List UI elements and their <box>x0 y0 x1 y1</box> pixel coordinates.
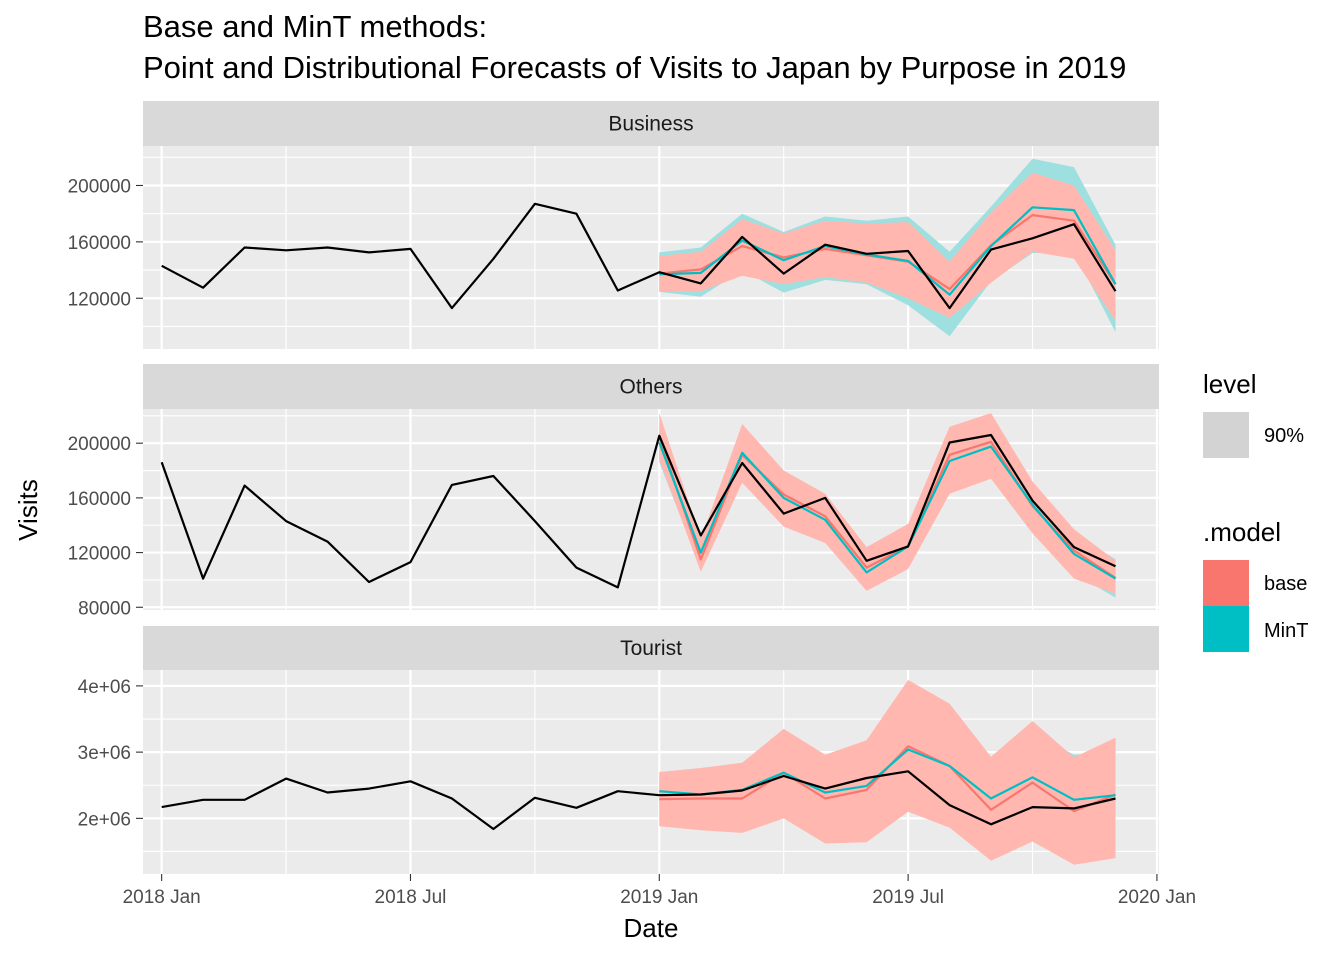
y-tick-label: 200000 <box>68 434 131 455</box>
y-axis-title: Visits <box>13 479 43 541</box>
facet-strip-tourist <box>143 626 1159 670</box>
actual-visits-line <box>160 433 1116 589</box>
x-axis-title: Date <box>624 913 679 943</box>
panel-business: Business 120000 160000 200000 <box>68 101 1159 349</box>
facet-strip-others <box>143 364 1159 409</box>
facet-strip-business <box>143 101 1159 146</box>
y-tick-label: 160000 <box>68 489 131 510</box>
chart-title-line-2: Point and Distributional Forecasts of Vi… <box>143 50 1126 85</box>
x-tick-label: 2019 Jan <box>620 887 698 908</box>
y-tick-label: 200000 <box>68 176 131 197</box>
x-tick-label: 2019 Jul <box>872 887 944 908</box>
legend-base-label: base <box>1264 573 1307 595</box>
legend-model-title: .model <box>1203 517 1281 547</box>
x-tick-label: 2018 Jul <box>375 887 447 908</box>
legend-level-key <box>1203 412 1249 458</box>
y-tick-label: 160000 <box>68 233 131 254</box>
x-axis: 2018 Jan 2018 Jul 2019 Jan 2019 Jul 2020 Jan <box>123 874 1196 908</box>
actual-visits-line <box>161 202 1117 310</box>
legend-mint-key <box>1203 606 1249 652</box>
base-interval-band <box>659 172 1116 321</box>
legend-mint-label: MinT <box>1264 620 1308 642</box>
x-tick-label: 2020 Jan <box>1118 887 1196 908</box>
actual-visits-line <box>161 770 1116 831</box>
y-tick-label: 2e+06 <box>78 809 131 830</box>
panel-tourist: Tourist 2e+06 3e+06 4e+06 <box>78 626 1159 874</box>
mint-mean-line <box>658 442 1117 580</box>
facet-strip-label: Others <box>619 376 682 399</box>
facet-panels: Business 120000 160000 200000 Others 80000 120… <box>68 101 1159 874</box>
y-tick-label: 4e+06 <box>78 677 131 698</box>
legend-base-key <box>1203 560 1249 606</box>
base-interval-band <box>659 679 1116 865</box>
facet-strip-label: Business <box>608 113 693 136</box>
chart-title-line-1: Base and MinT methods: <box>143 9 487 44</box>
panel-others: Others 80000 120000 160000 200000 <box>68 364 1159 619</box>
y-tick-label: 3e+06 <box>78 743 131 764</box>
x-tick-label: 2018 Jan <box>123 887 201 908</box>
legend-level-label: 90% <box>1264 425 1304 447</box>
y-tick-label: 120000 <box>68 289 131 310</box>
y-tick-label: 120000 <box>68 544 131 565</box>
facet-strip-label: Tourist <box>620 637 682 660</box>
legend: level 90% .model base MinT <box>1203 369 1308 652</box>
y-tick-label: 80000 <box>78 598 131 619</box>
legend-level-title: level <box>1203 369 1256 399</box>
